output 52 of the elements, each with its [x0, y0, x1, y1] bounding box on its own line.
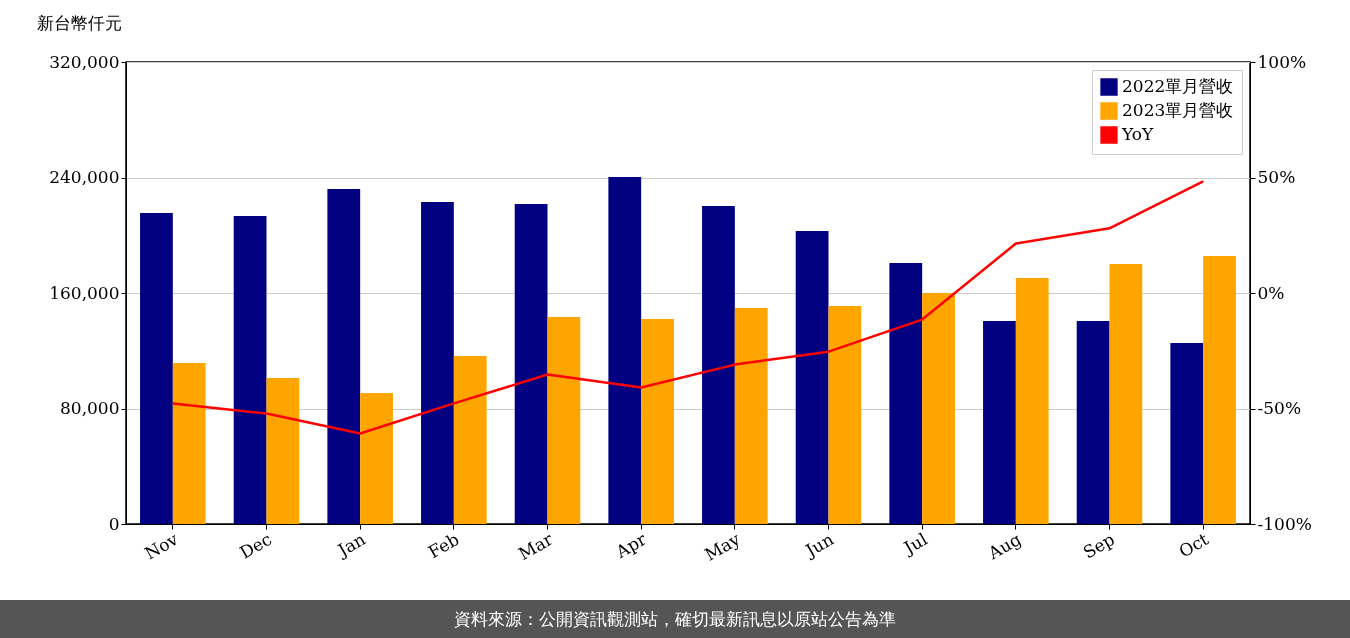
- x-tick-label: Oct: [1175, 528, 1212, 562]
- y2-tick-label: -50%: [1257, 398, 1302, 418]
- line-series: [171, 180, 1205, 435]
- legend-label: YoY: [1121, 124, 1154, 144]
- x-tick-label: Jun: [800, 528, 838, 562]
- y-tick-label: 0: [108, 513, 120, 534]
- y2-tick-label: 0%: [1257, 282, 1285, 303]
- y2-tick-label: 100%: [1257, 51, 1307, 72]
- x-tick-label: Mar: [515, 528, 557, 565]
- x-tick-label: Jul: [898, 528, 931, 559]
- bar: [172, 363, 206, 524]
- bar: [327, 189, 361, 524]
- x-tick-label: May: [701, 528, 744, 565]
- bar: [453, 355, 487, 524]
- bar: [889, 262, 923, 524]
- bar: [983, 321, 1016, 524]
- y-tick-label: 320,000: [49, 51, 120, 72]
- bar: [547, 316, 581, 524]
- y-tick-label: 80,000: [60, 398, 120, 418]
- y2-tick-label: 50%: [1257, 167, 1296, 187]
- bar: [233, 216, 267, 524]
- bar: [734, 308, 768, 524]
- y2-tick-label: -100%: [1257, 513, 1312, 534]
- bar: [514, 204, 548, 524]
- bar: [922, 293, 955, 524]
- bar: [140, 213, 173, 524]
- bar: [1203, 256, 1236, 524]
- legend-label: 2022單月營收: [1122, 76, 1234, 96]
- y-axis-title: 新台幣仟元: [36, 12, 122, 33]
- bar: [795, 231, 829, 524]
- bar: [702, 206, 735, 524]
- bar: [1170, 342, 1204, 524]
- bar: [1015, 277, 1049, 524]
- x-tick-label: Aug: [983, 528, 1025, 564]
- bar: [641, 318, 674, 524]
- source-note: 資料來源：公開資訊觀測站，確切最新訊息以原站公告為準: [0, 600, 1350, 638]
- bar: [421, 202, 454, 524]
- bar: [1109, 263, 1143, 524]
- bar: [1076, 321, 1110, 524]
- bar: [608, 177, 642, 524]
- x-tick-label: Dec: [236, 528, 275, 563]
- x-tick-label: Jan: [332, 528, 369, 562]
- bar: [828, 305, 862, 524]
- y-tick-label: 160,000: [49, 282, 120, 303]
- bar: [266, 378, 300, 524]
- x-tick-label: Nov: [141, 528, 182, 564]
- x-tick-label: Feb: [424, 528, 463, 563]
- x-tick-label: Apr: [611, 528, 651, 563]
- y-tick-label: 240,000: [49, 167, 120, 187]
- bar: [360, 393, 393, 524]
- x-tick-label: Sep: [1079, 528, 1119, 563]
- legend-label: 2023單月營收: [1122, 100, 1234, 120]
